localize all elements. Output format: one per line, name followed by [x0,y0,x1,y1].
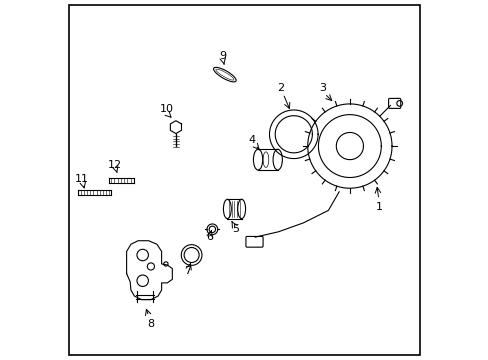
Text: 11: 11 [75,174,89,184]
Text: 1: 1 [375,202,382,212]
Text: 5: 5 [232,224,239,234]
Text: 8: 8 [147,319,154,329]
Text: 10: 10 [159,104,173,114]
Text: 3: 3 [318,83,325,93]
Text: 12: 12 [108,160,122,170]
Text: 2: 2 [276,83,283,93]
Text: 7: 7 [184,266,191,276]
Text: 9: 9 [218,51,225,61]
Text: 4: 4 [248,135,255,145]
Text: 6: 6 [205,232,213,242]
